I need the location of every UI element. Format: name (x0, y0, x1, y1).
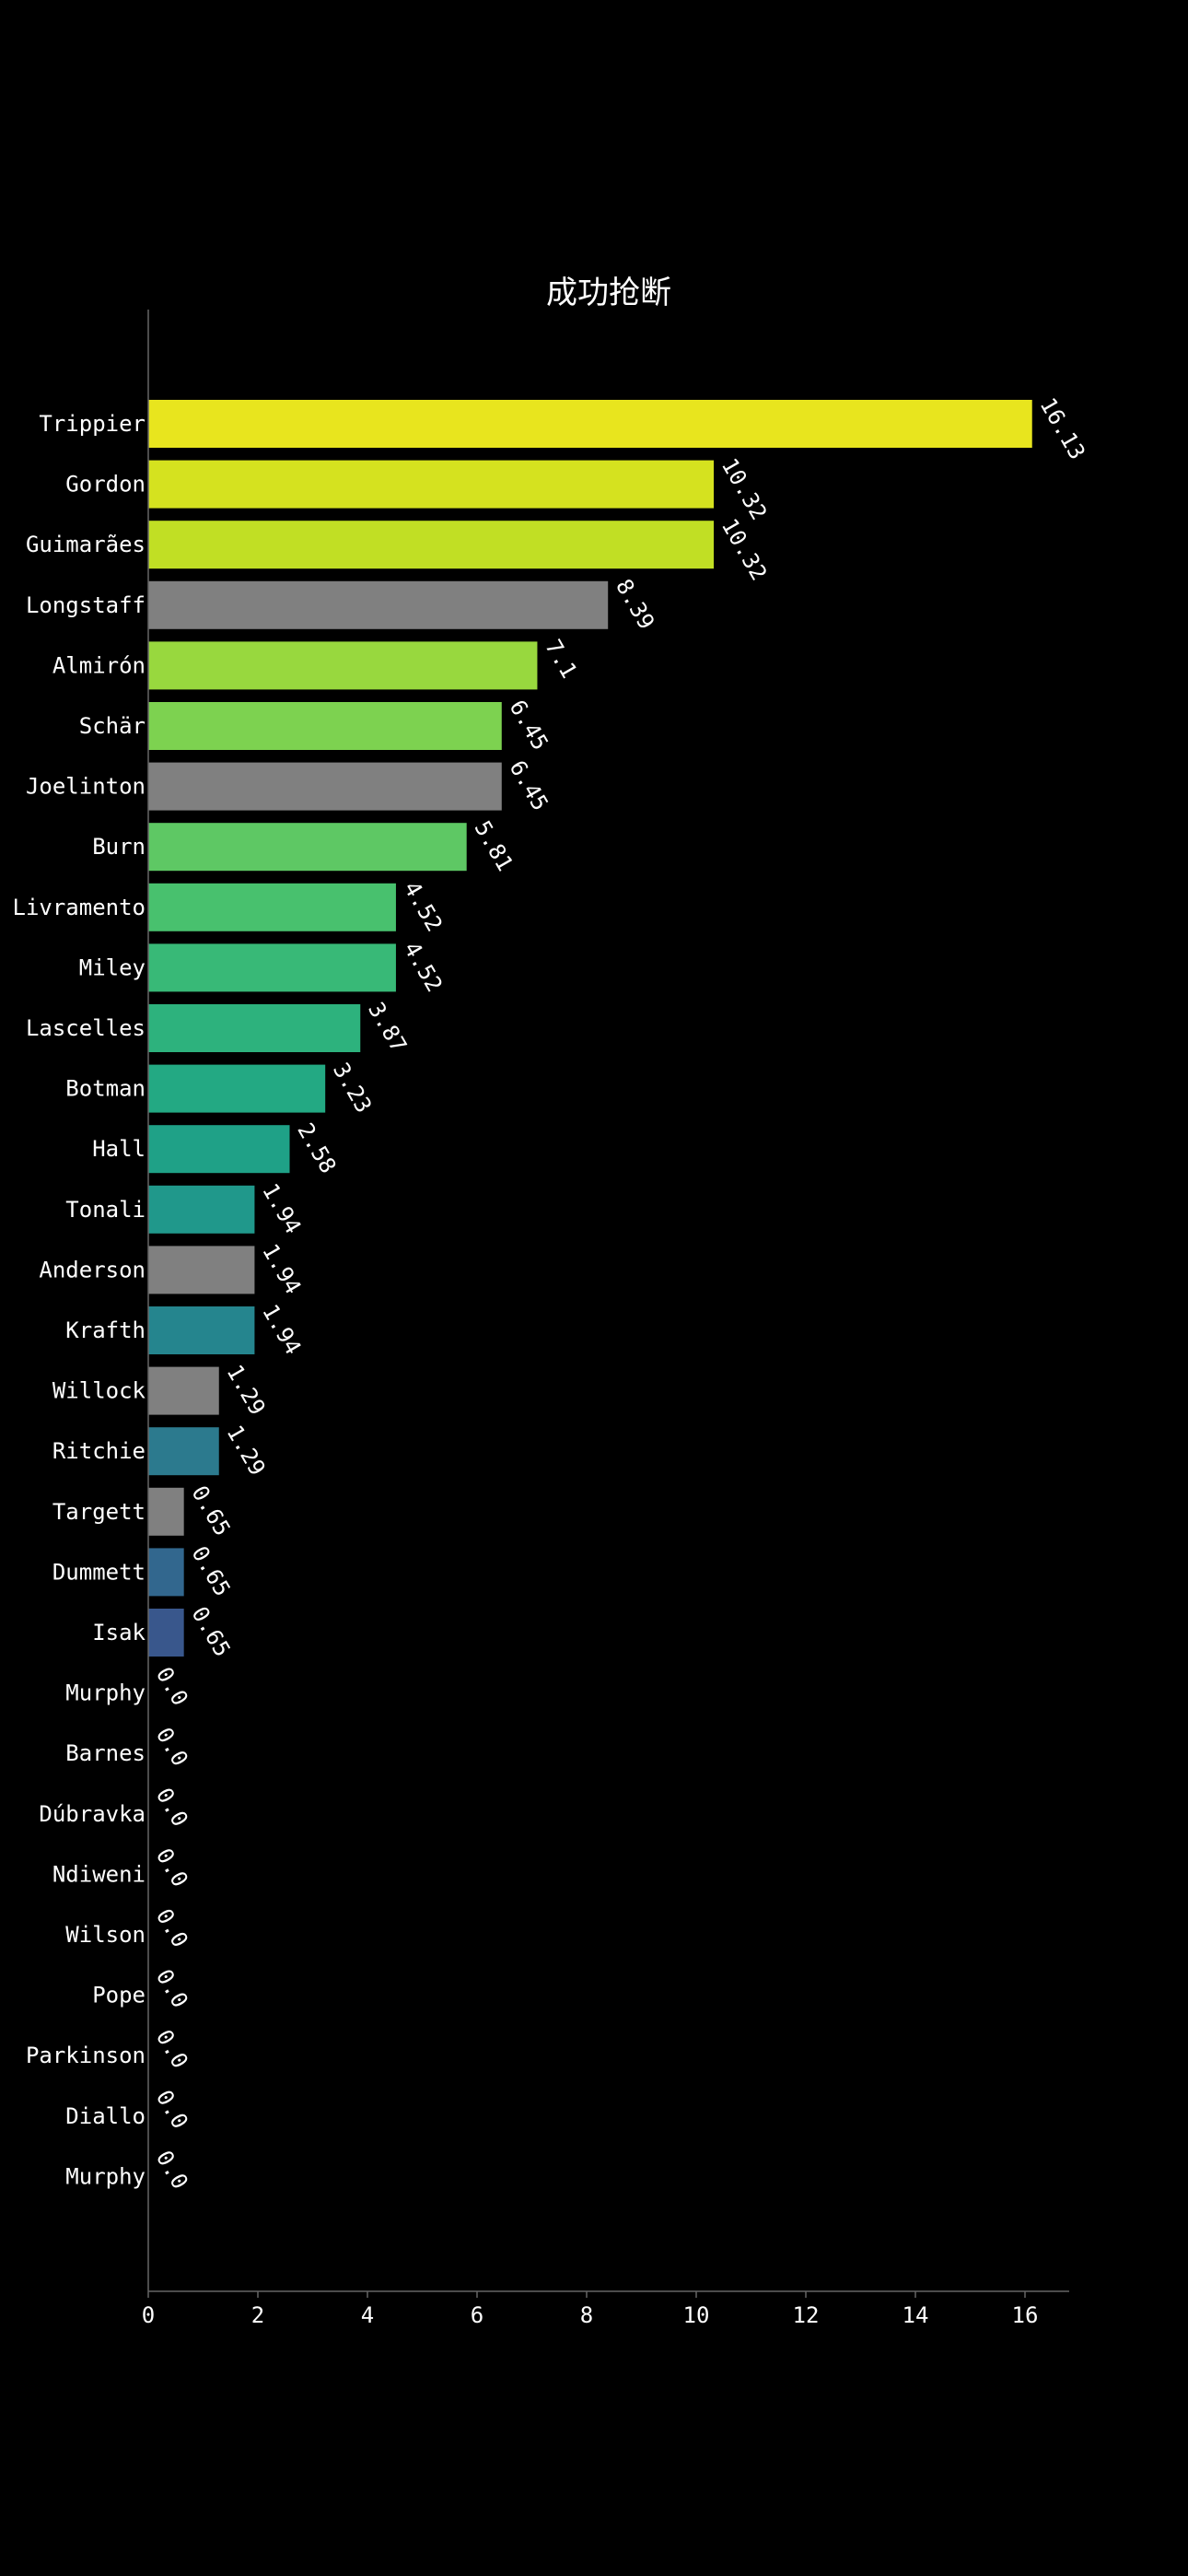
x-tick-label: 0 (142, 2302, 155, 2328)
category-label: Botman (65, 1076, 146, 1102)
category-label: Pope (92, 1983, 146, 2008)
category-label: Joelinton (26, 774, 146, 800)
value-label: 2.58 (292, 1118, 341, 1177)
bar (148, 823, 467, 872)
bar (148, 762, 502, 811)
category-label: Tonali (65, 1197, 146, 1223)
x-tick-label: 4 (361, 2302, 374, 2328)
value-label: 10.32 (716, 514, 772, 585)
value-label: 0.0 (151, 1784, 193, 1832)
category-label: Longstaff (26, 592, 146, 618)
category-label: Hall (92, 1136, 146, 1162)
value-label: 1.94 (257, 1300, 306, 1359)
bar (148, 1185, 255, 1234)
value-label: 4.52 (399, 877, 448, 936)
value-label: 1.94 (257, 1179, 306, 1238)
value-label: 0.0 (151, 2146, 193, 2194)
category-label: Barnes (65, 1740, 146, 1766)
category-label: Targett (52, 1499, 146, 1525)
chart-title: 成功抢断 (546, 275, 671, 311)
category-label: Dummett (52, 1559, 146, 1585)
bar (148, 641, 538, 690)
category-label: Diallo (65, 2103, 146, 2129)
bar (148, 1246, 255, 1294)
x-tick-label: 10 (683, 2302, 710, 2328)
category-label: Wilson (65, 1922, 146, 1948)
category-label: Miley (79, 954, 146, 980)
value-label: 0.65 (186, 1541, 235, 1600)
category-label: Willock (52, 1378, 146, 1404)
value-label: 6.45 (505, 696, 553, 755)
bar (148, 580, 609, 629)
bar (148, 1548, 184, 1597)
value-label: 6.45 (505, 756, 553, 815)
value-label: 16.13 (1035, 393, 1090, 464)
value-label: 0.0 (151, 1663, 193, 1711)
category-label: Trippier (39, 411, 146, 437)
category-label: Schär (79, 713, 146, 739)
category-label: Krafth (65, 1317, 146, 1343)
category-label: Murphy (65, 1680, 146, 1706)
bars-group (148, 400, 1032, 1657)
value-label: 1.94 (257, 1239, 306, 1298)
x-tick-label: 2 (251, 2302, 264, 2328)
value-label: 1.29 (222, 1361, 271, 1420)
category-labels-group: Trippier Gordon Guimarães Longstaff Almirón S… (13, 411, 146, 2189)
category-label: Almirón (52, 652, 146, 678)
x-tick-label: 8 (580, 2302, 593, 2328)
bar (148, 883, 396, 931)
value-label: 0.0 (151, 2086, 193, 2134)
category-label: Isak (92, 1620, 146, 1645)
category-label: Ritchie (52, 1438, 146, 1464)
category-label: Gordon (65, 472, 146, 498)
bar (148, 400, 1032, 448)
bar (148, 521, 715, 569)
value-label: 0.65 (186, 1602, 235, 1661)
category-label: Guimarães (26, 532, 146, 557)
bar (148, 943, 396, 992)
x-tick-label: 12 (793, 2302, 820, 2328)
value-label: 8.39 (611, 575, 659, 634)
bar (148, 460, 715, 509)
category-label: Livramento (13, 895, 146, 920)
value-label: 0.0 (151, 1965, 193, 2013)
value-label: 1.29 (222, 1421, 271, 1480)
value-label: 0.0 (151, 1904, 193, 1952)
x-tick-label: 16 (1012, 2302, 1039, 2328)
category-label: Dúbravka (39, 1801, 146, 1827)
category-label: Burn (92, 834, 146, 860)
bar (148, 1487, 184, 1536)
bar (148, 1366, 219, 1415)
bar (148, 1609, 184, 1657)
value-label: 0.0 (151, 1844, 193, 1891)
category-label: Murphy (65, 2163, 146, 2189)
x-tick-label: 6 (471, 2302, 483, 2328)
value-label: 0.65 (186, 1481, 235, 1540)
value-label: 0.0 (151, 1723, 193, 1771)
value-label: 3.23 (328, 1059, 377, 1118)
bar (148, 1427, 219, 1476)
value-label: 5.81 (469, 816, 518, 875)
value-label: 7.1 (540, 635, 582, 683)
value-label: 10.32 (716, 454, 772, 525)
value-label: 0.0 (151, 2025, 193, 2073)
category-label: Lascelles (26, 1015, 146, 1041)
category-label: Ndiweni (52, 1861, 146, 1887)
x-axis-ticks: 0 2 4 6 8 10 12 14 16 (142, 2291, 1039, 2328)
category-label: Anderson (39, 1257, 146, 1282)
bar (148, 1004, 361, 1052)
bar (148, 1306, 255, 1354)
bar (148, 1064, 326, 1113)
bar (148, 702, 502, 750)
value-label: 3.87 (363, 998, 412, 1057)
category-label: Parkinson (26, 2043, 146, 2068)
bar (148, 1125, 290, 1174)
x-tick-label: 14 (903, 2302, 929, 2328)
value-label: 4.52 (399, 937, 448, 996)
